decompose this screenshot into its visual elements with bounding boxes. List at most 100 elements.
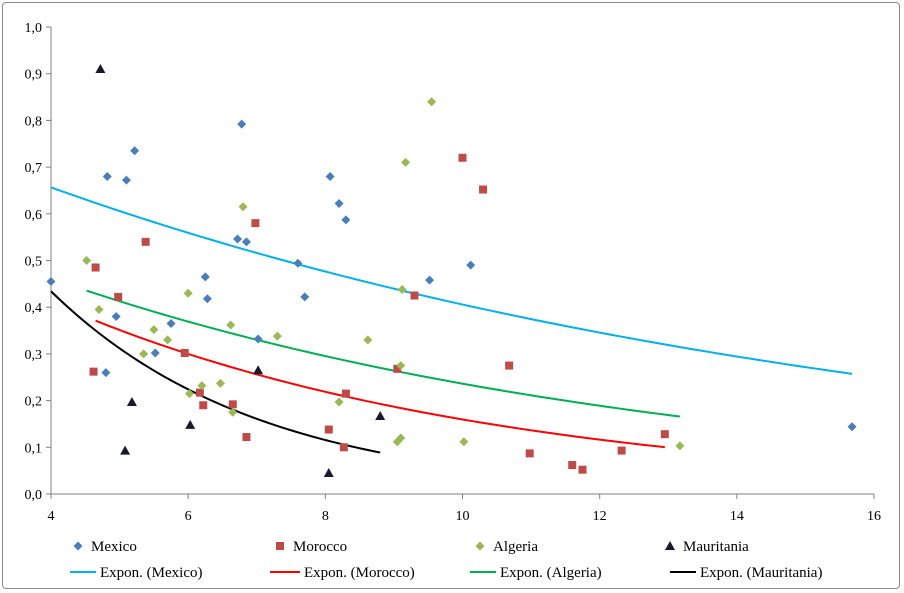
point-morocco — [410, 291, 419, 300]
x-tick-label: 4 — [48, 509, 55, 524]
point-morocco — [578, 465, 587, 474]
point-mexico — [293, 258, 303, 268]
point-morocco — [505, 361, 514, 370]
x-tick-label: 10 — [456, 509, 470, 524]
point-mexico — [102, 171, 112, 181]
x-tick-label: 6 — [185, 509, 192, 524]
legend-label-trendline: Expon. (Algeria) — [500, 565, 602, 581]
point-morocco — [393, 364, 402, 373]
y-tick-label: 0,2 — [25, 395, 43, 410]
point-morocco — [617, 446, 626, 455]
point-mexico — [334, 199, 344, 209]
point-mauritania — [185, 419, 196, 429]
point-morocco — [180, 348, 189, 357]
point-mauritania — [126, 397, 137, 407]
point-mexico — [233, 234, 243, 244]
legend-marker-morocco — [276, 542, 284, 550]
point-mexico — [241, 237, 251, 247]
x-tick-label: 16 — [867, 509, 881, 524]
point-morocco — [458, 153, 467, 162]
y-tick-label: 1,0 — [25, 21, 43, 36]
point-morocco — [89, 367, 98, 376]
legend-marker-mauritania — [665, 541, 675, 550]
point-algeria — [185, 389, 195, 399]
point-algeria — [197, 381, 207, 391]
point-mauritania — [253, 365, 264, 375]
point-algeria — [427, 97, 437, 107]
trendline-expon-algeria — [86, 289, 681, 418]
point-algeria — [397, 284, 407, 294]
point-mexico — [253, 334, 263, 344]
point-mexico — [847, 422, 857, 432]
y-tick-label: 0,8 — [25, 114, 43, 129]
point-algeria — [163, 335, 173, 345]
point-morocco — [660, 430, 669, 439]
y-tick-label: 0,0 — [25, 488, 43, 503]
point-mexico — [237, 119, 247, 129]
point-algeria — [401, 157, 411, 167]
point-mauritania — [323, 467, 334, 477]
point-mexico — [111, 312, 121, 322]
y-tick-label: 0,6 — [25, 208, 43, 223]
legend-label-mauritania: Mauritania — [683, 539, 749, 555]
point-morocco — [324, 425, 333, 434]
point-algeria — [396, 361, 406, 371]
point-algeria — [238, 202, 248, 212]
point-mauritania — [95, 64, 106, 74]
data-points — [46, 64, 857, 477]
y-tick-label: 0,7 — [25, 161, 43, 176]
x-tick-label: 8 — [322, 509, 329, 524]
point-morocco — [479, 185, 488, 194]
legend-label-trendline: Expon. (Mauritania) — [700, 565, 822, 581]
point-algeria — [149, 325, 159, 335]
point-algeria — [183, 288, 193, 298]
point-morocco — [251, 219, 260, 228]
y-tick-label: 0,5 — [25, 255, 43, 270]
point-algeria — [94, 305, 104, 315]
y-tick-label: 0,1 — [25, 441, 43, 456]
x-tick-label: 14 — [730, 509, 744, 524]
legend-label-algeria: Algeria — [493, 539, 538, 555]
point-algeria — [226, 320, 236, 330]
trendline-expon-mexico — [50, 186, 853, 375]
point-mexico — [130, 146, 140, 156]
point-mexico — [150, 348, 160, 358]
trendline-expon-morocco — [95, 319, 665, 449]
point-algeria — [139, 349, 149, 359]
point-morocco — [242, 433, 251, 442]
point-algeria — [82, 256, 92, 265]
point-morocco — [339, 443, 348, 452]
point-mexico — [466, 260, 476, 270]
y-tick-label: 0,4 — [25, 301, 43, 316]
point-morocco — [91, 263, 100, 272]
trendline-expon-mauritania — [50, 290, 381, 454]
point-mexico — [202, 294, 212, 304]
legend-label-trendline: Expon. (Mexico) — [100, 565, 202, 581]
point-morocco — [141, 237, 150, 246]
point-mexico — [300, 292, 310, 302]
point-mexico — [101, 368, 111, 378]
point-morocco — [114, 292, 123, 301]
point-algeria — [228, 407, 238, 417]
legend: Mexico Morocco Algeria Mauritania Expon. (Me… — [70, 539, 822, 581]
y-tick-label: 0,3 — [25, 348, 43, 363]
x-tick-label: 12 — [593, 509, 607, 524]
point-morocco — [199, 401, 208, 410]
point-mexico — [325, 171, 335, 181]
point-algeria — [334, 397, 344, 407]
y-tick-label: 0,9 — [25, 68, 43, 83]
legend-label-mexico: Mexico — [91, 539, 137, 555]
point-mauritania — [120, 445, 131, 455]
legend-label-trendline: Expon. (Morocco) — [304, 565, 415, 581]
point-mexico — [425, 275, 435, 285]
legend-marker-algeria — [475, 541, 485, 551]
point-mexico — [46, 277, 56, 287]
point-algeria — [363, 335, 373, 345]
point-algeria — [396, 433, 406, 443]
point-morocco — [341, 389, 350, 398]
point-morocco — [228, 400, 237, 409]
point-mexico — [200, 272, 210, 282]
point-morocco — [568, 461, 577, 470]
